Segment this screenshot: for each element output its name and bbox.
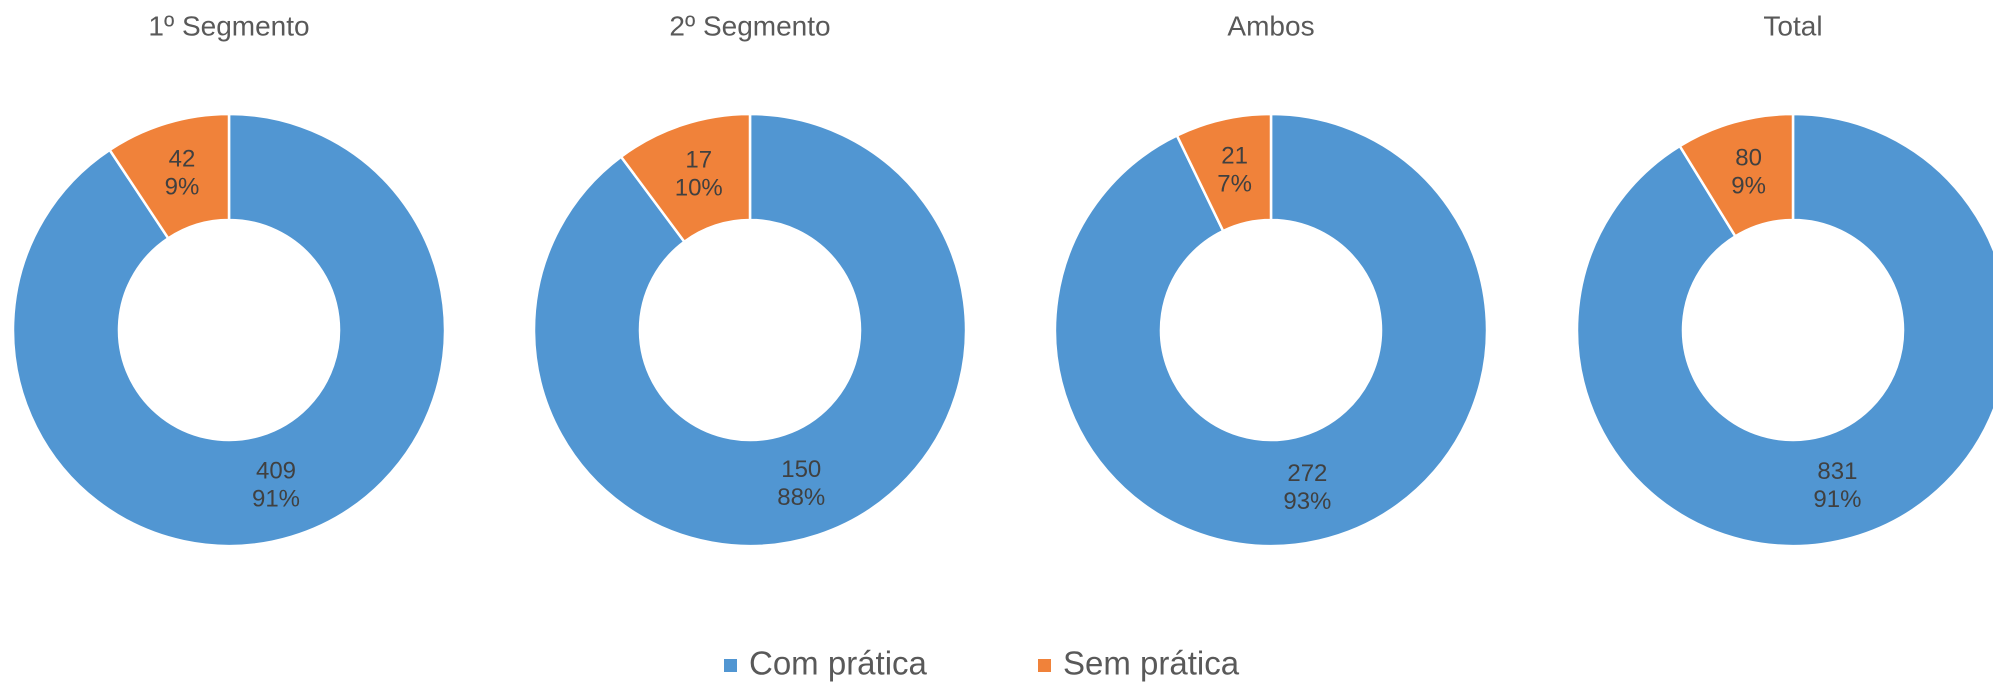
slice-value: 21: [1221, 142, 1248, 169]
slice-percent: 91%: [252, 485, 300, 512]
donut-slice: [619, 112, 752, 244]
donut-slice: [1053, 112, 1489, 548]
donut-slice: [532, 112, 968, 548]
legend-label: Sem prática: [1063, 645, 1240, 682]
slice-value: 80: [1735, 145, 1762, 172]
slice-percent: 9%: [1731, 173, 1766, 200]
chart-title: 2º Segmento: [669, 10, 830, 41]
donut-slice: [11, 112, 447, 548]
chart-title: Total: [1763, 10, 1822, 41]
donut-slice: [107, 112, 231, 241]
slice-value: 17: [685, 147, 712, 174]
donut-slice: [1175, 112, 1273, 233]
slice-value: 42: [169, 145, 196, 172]
donut-slice: [1575, 112, 1993, 548]
chart-title: Ambos: [1227, 10, 1314, 41]
legend-label: Com prática: [749, 645, 928, 682]
slice-value: 272: [1287, 460, 1327, 487]
slice-percent: 93%: [1283, 488, 1331, 515]
slice-percent: 10%: [675, 175, 723, 202]
chart-title: 1º Segmento: [148, 10, 309, 41]
slice-percent: 91%: [1813, 486, 1861, 513]
slice-value: 831: [1817, 458, 1857, 485]
donut-slice: [1678, 112, 1795, 239]
legend-swatch: [1038, 659, 1051, 672]
slice-value: 150: [781, 456, 821, 483]
slice-percent: 7%: [1217, 170, 1252, 197]
legend-swatch: [724, 659, 737, 672]
slice-percent: 88%: [777, 484, 825, 511]
slice-percent: 9%: [165, 173, 200, 200]
slice-value: 409: [256, 457, 296, 484]
